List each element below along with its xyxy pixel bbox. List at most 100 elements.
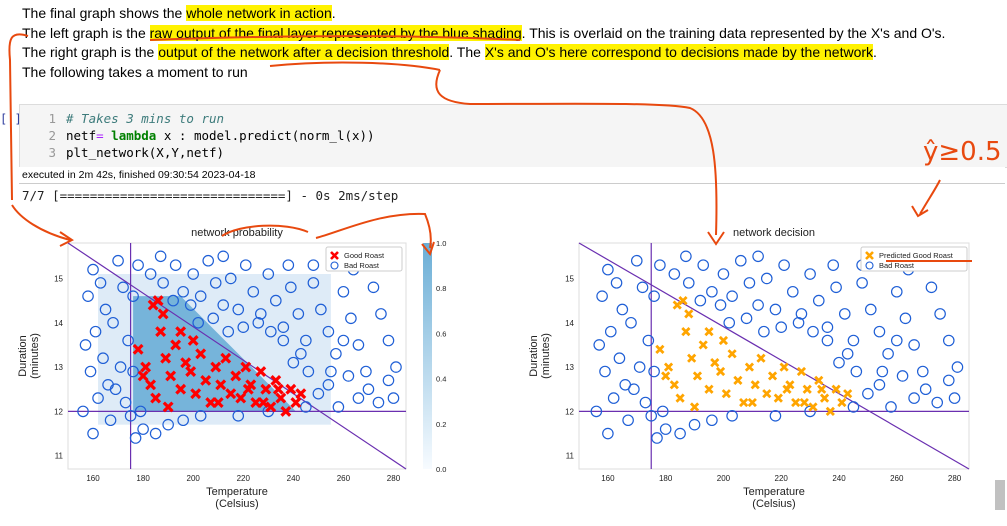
x-tick-label: 240	[287, 474, 301, 483]
good-roast-marker	[275, 392, 287, 404]
bad-roast-marker	[925, 281, 938, 294]
bad-roast-marker	[596, 290, 608, 302]
bad-roast-marker	[375, 308, 387, 320]
bad-roast-marker	[149, 427, 162, 440]
scrollbar-thumb[interactable]	[995, 480, 1005, 510]
markdown-line-3: The right graph is the output of the net…	[22, 43, 945, 63]
bad-roast-marker	[315, 303, 327, 316]
bad-roast-marker	[850, 365, 863, 378]
bad-roast-marker	[908, 339, 920, 351]
x-tick-label: 180	[136, 474, 150, 483]
good-roast-marker	[272, 383, 284, 395]
bad-roast-marker	[387, 392, 400, 404]
bad-roast-marker	[714, 299, 727, 311]
bad-roast-marker	[602, 263, 614, 276]
good-roast-marker	[140, 361, 152, 373]
bad-roast-marker	[752, 299, 764, 311]
bad-roast-marker	[607, 392, 620, 404]
legend-good-marker	[865, 251, 874, 260]
bad-roast-marker	[890, 334, 903, 347]
bad-roast-marker	[648, 290, 660, 302]
bad-roast-marker	[325, 365, 337, 378]
bad-roast-marker	[382, 334, 395, 347]
bad-roast-marker	[352, 339, 365, 351]
bad-roast-marker	[177, 414, 189, 427]
bad-roast-marker	[642, 334, 655, 347]
text: The right graph is the	[22, 44, 159, 60]
bad-roast-marker	[934, 308, 946, 320]
good-roast-marker	[698, 340, 708, 350]
code-text: x : model.predict(norm_l(x))	[156, 128, 375, 143]
good-roast-marker	[692, 371, 703, 381]
bad-roast-marker	[821, 321, 834, 333]
decision-diagonal-line	[578, 242, 970, 470]
bad-roast-marker	[177, 285, 189, 298]
good-roast-marker	[242, 383, 254, 395]
x-tick-label: 160	[86, 474, 100, 483]
bad-roast-marker	[262, 268, 275, 280]
colorbar-tick-label: 0.4	[436, 375, 446, 384]
code-line[interactable]: 3 plt_network(X,Y,netf)	[20, 145, 224, 162]
bad-roast-marker	[232, 410, 245, 422]
bad-roast-marker	[194, 410, 207, 422]
bad-roast-marker	[322, 379, 335, 391]
bad-roast-marker	[622, 414, 634, 427]
bad-roast-marker	[674, 427, 686, 440]
good-roast-marker	[220, 352, 232, 364]
x-tick-label: 240	[832, 474, 846, 483]
bad-roast-marker	[648, 365, 660, 378]
bad-roast-marker	[112, 254, 124, 267]
bad-roast-marker	[352, 392, 365, 404]
x-axis-label: (Celsius)	[215, 498, 258, 510]
good-roast-marker	[195, 348, 207, 360]
y-axis-label: (minutes)	[29, 333, 41, 379]
bad-roast-marker	[295, 347, 307, 360]
bad-roast-marker	[908, 392, 920, 404]
colorbar-tick-label: 0.2	[436, 420, 446, 429]
bad-roast-marker	[89, 325, 102, 338]
code-operator: =	[96, 128, 112, 143]
bad-roast-marker	[277, 321, 290, 333]
bad-roast-marker	[94, 277, 107, 289]
bad-roast-marker	[841, 347, 854, 360]
bad-roast-marker	[360, 365, 372, 378]
code-line[interactable]: 1 # Takes 3 mins to run	[20, 111, 224, 128]
bad-roast-marker	[636, 281, 649, 294]
bad-roast-marker	[694, 294, 707, 307]
bad-roast-marker	[144, 268, 157, 280]
good-roast-marker	[175, 326, 187, 338]
y-tick-label: 15	[54, 274, 63, 283]
bad-roast-marker	[390, 361, 402, 373]
bad-roast-marker	[590, 405, 603, 418]
line-number: 3	[48, 145, 56, 160]
bad-roast-marker	[827, 259, 840, 271]
good-roast-marker	[240, 361, 252, 373]
good-roast-marker	[744, 362, 755, 372]
bad-roast-marker	[717, 268, 730, 280]
bad-roast-marker	[916, 365, 929, 378]
bad-roast-marker	[252, 316, 265, 329]
bad-roast-marker	[337, 334, 350, 347]
legend-bad-marker	[865, 261, 874, 270]
good-roast-marker	[704, 384, 714, 394]
markdown-line-1: The final graph shows the whole network …	[22, 4, 945, 24]
bad-roast-marker	[287, 356, 300, 369]
bad-roast-marker	[330, 347, 342, 360]
good-roast-marker	[808, 402, 818, 412]
bad-roast-marker	[122, 334, 134, 347]
bad-roast-marker	[873, 325, 886, 338]
decision-diagonal-line	[67, 242, 407, 470]
bad-roast-marker	[942, 374, 955, 387]
bad-roast-marker	[628, 383, 640, 396]
bad-roast-marker	[99, 303, 112, 316]
good-roast-marker	[137, 370, 149, 382]
bad-roast-marker	[79, 339, 92, 351]
code-line[interactable]: 2 netf= lambda x : model.predict(norm_l(x…	[20, 128, 375, 145]
good-roast-marker	[147, 299, 159, 311]
good-roast-marker	[210, 361, 222, 373]
bad-roast-marker	[345, 312, 357, 325]
bad-roast-marker	[804, 268, 816, 280]
good-roast-marker	[285, 383, 297, 395]
bad-roast-marker	[630, 254, 643, 267]
x-tick-label: 260	[337, 474, 351, 483]
